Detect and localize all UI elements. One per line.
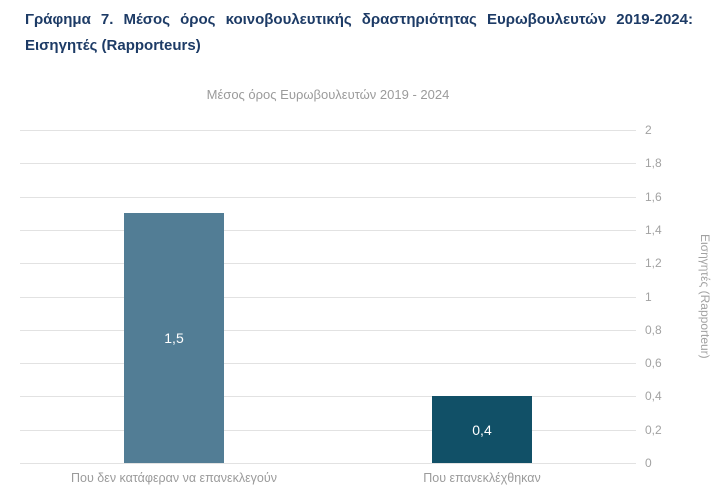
- y-tick-label: 0,6: [645, 356, 662, 371]
- gridline: [20, 429, 636, 431]
- figure-caption: Γράφημα 7. Μέσος όρος κοινοβουλευτικής δ…: [25, 7, 693, 59]
- y-tick-label: 2: [645, 123, 652, 137]
- chart-title: Μέσος όρος Ευρωβουλευτών 2019 - 2024: [206, 87, 450, 102]
- bar-2: 0,4: [432, 396, 532, 463]
- bar-value-label: 1,5: [164, 330, 184, 347]
- gridline: [20, 296, 636, 298]
- gridline: [20, 396, 636, 398]
- y-tick-label: 1,8: [645, 156, 662, 171]
- gridline: [20, 329, 636, 331]
- y-axis-ticks: 0 0,2 0,4 0,6 0,8 1 1,2 1,4 1,6 1,8 2: [645, 123, 695, 470]
- y-tick-label: 0,2: [645, 422, 662, 437]
- gridline: [20, 196, 636, 198]
- gridline: [20, 463, 636, 464]
- gridline: [20, 130, 636, 131]
- y-tick-label: 0: [645, 456, 652, 470]
- plot-area: 1,5 0,4: [20, 130, 636, 464]
- gridline: [20, 263, 636, 265]
- gridline: [20, 363, 636, 365]
- y-axis-title: Εισηγητές (Rapporteur): [698, 234, 712, 359]
- bar-value-label: 0,4: [472, 421, 492, 438]
- x-axis-labels: Που δεν κατάφεραν να επανεκλεγούν Που επα…: [20, 471, 636, 493]
- y-tick-label: 0,8: [645, 322, 662, 337]
- figure-caption-line1: Γράφημα 7. Μέσος όρος κοινοβουλευτικής δ…: [25, 11, 693, 28]
- y-tick-label: 0,4: [645, 389, 662, 404]
- y-tick-label: 1,4: [645, 222, 662, 237]
- y-tick-label: 1,6: [645, 189, 662, 204]
- figure-caption-line2: Εισηγητές (Rapporteurs): [25, 37, 201, 54]
- y-tick-label: 1,2: [645, 256, 662, 271]
- gridline: [20, 229, 636, 231]
- y-tick-label: 1: [645, 289, 652, 304]
- bar-1: 1,5: [124, 213, 224, 463]
- x-category-label: Που επανεκλέχθηκαν: [423, 471, 541, 485]
- gridline: [20, 163, 636, 165]
- x-category-label: Που δεν κατάφεραν να επανεκλεγούν: [71, 471, 277, 485]
